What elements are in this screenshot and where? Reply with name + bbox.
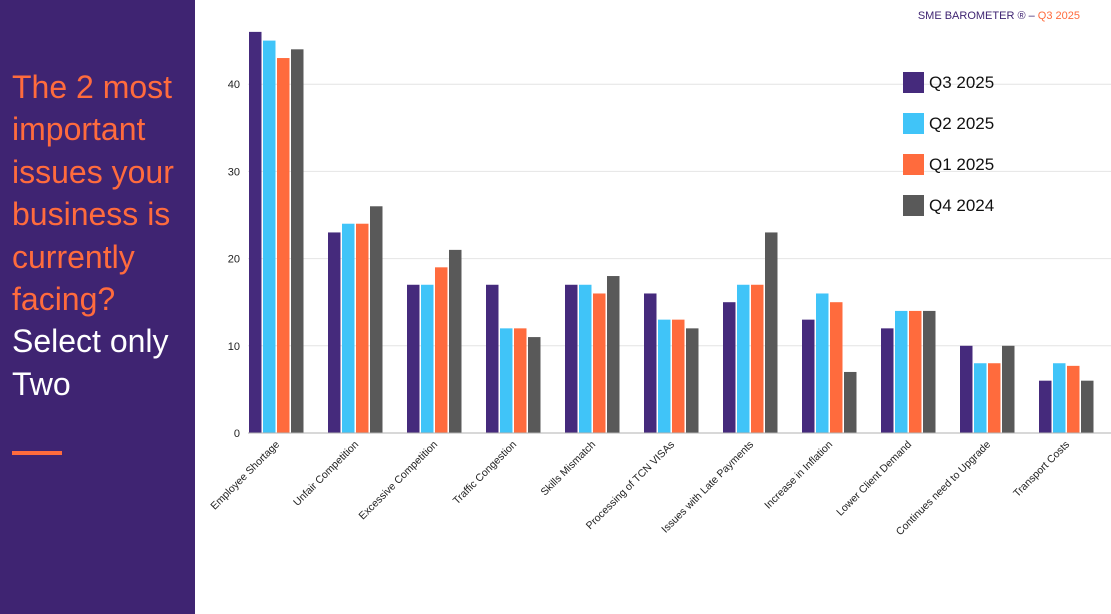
bar [802,319,815,433]
bar [974,363,987,433]
bar [1081,380,1094,433]
bar [500,328,513,433]
x-tick-label: Lower Client Demand [834,439,914,519]
x-tick-label: Issues with Late Payments [659,439,756,536]
bar [723,302,736,433]
bar [263,40,276,433]
x-tick-label: Transport Costs [1011,439,1072,500]
bar [370,206,383,433]
bar [644,293,657,433]
legend-label: Q3 2025 [929,72,995,92]
legend-item: Q1 2025 [903,144,994,185]
bar [291,49,304,433]
x-tick-label: Traffic Congestion [451,439,519,507]
legend-item: Q3 2025 [903,62,994,103]
bar [1067,365,1080,433]
bar [960,345,973,433]
bar [356,223,369,433]
panel-title: The 2 most important issues your busines… [12,66,192,405]
bar [737,284,750,433]
instruction-text: Select only Two [12,323,169,402]
bar [765,232,778,433]
bar [579,284,592,433]
brand-period: Q3 2025 [1037,10,1080,22]
x-tick-label: Employee Shortage [208,439,282,513]
bar [1002,345,1015,433]
bar [277,58,290,433]
bar [686,328,699,433]
x-tick-label: Excessive Competition [357,439,441,523]
legend-swatch [903,195,924,216]
question-text: The 2 most important issues your busines… [12,69,174,318]
bar [249,31,262,433]
bar [751,284,764,433]
bar [342,223,355,433]
bar [528,337,541,433]
bar [1053,363,1066,433]
bar [909,310,922,433]
x-tick-label: Continues need to Upgrade [894,439,993,538]
x-tick-label: Increase in Inflation [762,439,835,512]
bar [658,319,671,433]
bar [988,363,1001,433]
x-tick-label: Processing of TCN VISAs [584,439,677,532]
side-panel: The 2 most important issues your busines… [0,0,195,614]
bars [249,31,1094,433]
legend: Q3 2025 Q2 2025 Q1 2025 Q4 2024 [903,62,994,226]
brand-label: SME BAROMETER ® – Q3 2025 [918,10,1080,22]
bar [923,310,936,433]
legend-swatch [903,154,924,175]
y-tick-label: 40 [228,79,240,91]
bar [435,267,448,433]
bar [816,293,829,433]
x-tick-label: Skills Mismatch [538,439,598,499]
brand-name: SME BAROMETER ® – [917,10,1038,22]
y-tick-label: 30 [228,166,240,178]
bar [895,310,908,433]
legend-swatch [903,113,924,134]
y-tick-label: 0 [234,428,240,440]
x-tick-label: Unfair Competition [291,439,361,509]
bar [449,249,462,433]
bar [565,284,578,433]
legend-label: Q1 2025 [929,154,995,174]
bar [514,328,527,433]
y-tick-label: 10 [228,341,240,353]
bar [407,284,420,433]
bar [486,284,499,433]
legend-label: Q4 2024 [929,195,995,215]
bar [328,232,341,433]
legend-item: Q4 2024 [903,185,994,226]
bar [830,302,843,433]
title-underline [12,451,62,455]
bar [1039,380,1052,433]
legend-swatch [903,72,924,93]
bar [672,319,685,433]
legend-item: Q2 2025 [903,103,994,144]
bar [881,328,894,433]
bar [607,276,620,433]
y-tick-label: 20 [228,254,240,266]
bar [421,284,434,433]
bar [593,293,606,433]
legend-label: Q2 2025 [929,113,995,133]
bar [844,371,857,433]
